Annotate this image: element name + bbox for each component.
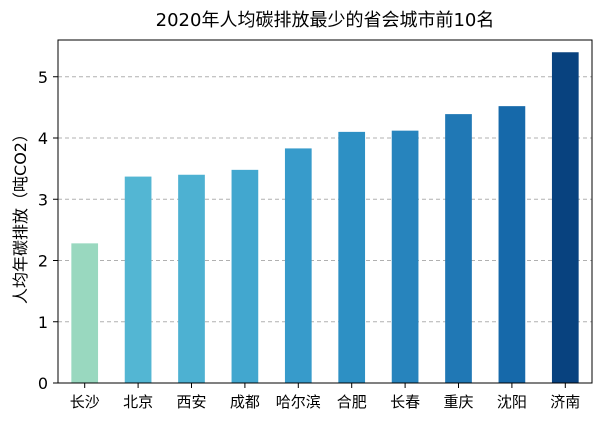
x-axis-ticks: 长沙 北京 西安 成都 哈尔滨 合肥 长春 重庆 沈阳 济南: [70, 383, 580, 411]
y-tick-label: 3: [38, 190, 48, 209]
x-tick-label: 合肥: [337, 393, 367, 411]
bar-4: [231, 169, 259, 383]
bar-6: [338, 131, 366, 383]
y-tick-label: 2: [38, 252, 48, 271]
x-tick-label: 哈尔滨: [276, 393, 321, 411]
x-tick-label: 沈阳: [497, 393, 527, 411]
bars: [71, 52, 579, 384]
bar-7: [391, 130, 419, 383]
bar-10: [551, 52, 579, 383]
chart-title: 2020年人均碳排放最少的省会城市前10名: [156, 10, 495, 31]
bar-8: [445, 114, 472, 384]
x-tick-label: 西安: [176, 393, 206, 411]
y-tick-label: 0: [38, 374, 48, 393]
x-tick-label: 长沙: [70, 393, 100, 411]
bar-9: [498, 106, 526, 384]
bar-3: [178, 174, 205, 383]
y-tick-label: 1: [38, 313, 48, 332]
x-tick-label: 北京: [123, 393, 153, 411]
x-tick-label: 重庆: [443, 393, 473, 411]
bar-1: [71, 243, 99, 383]
y-axis-ticks: 0 1 2 3 4 5: [38, 68, 58, 393]
plot-frame: [57, 39, 593, 384]
y-tick-label: 4: [38, 129, 48, 148]
x-tick-label: 成都: [230, 393, 260, 411]
y-axis-label: 人均年碳排放（吨CO2）: [11, 126, 30, 304]
x-tick-label: 长春: [390, 393, 420, 411]
x-tick-label: 济南: [550, 393, 580, 411]
bar-2: [124, 176, 152, 383]
bar-5: [284, 148, 312, 383]
y-tick-label: 5: [38, 68, 48, 87]
